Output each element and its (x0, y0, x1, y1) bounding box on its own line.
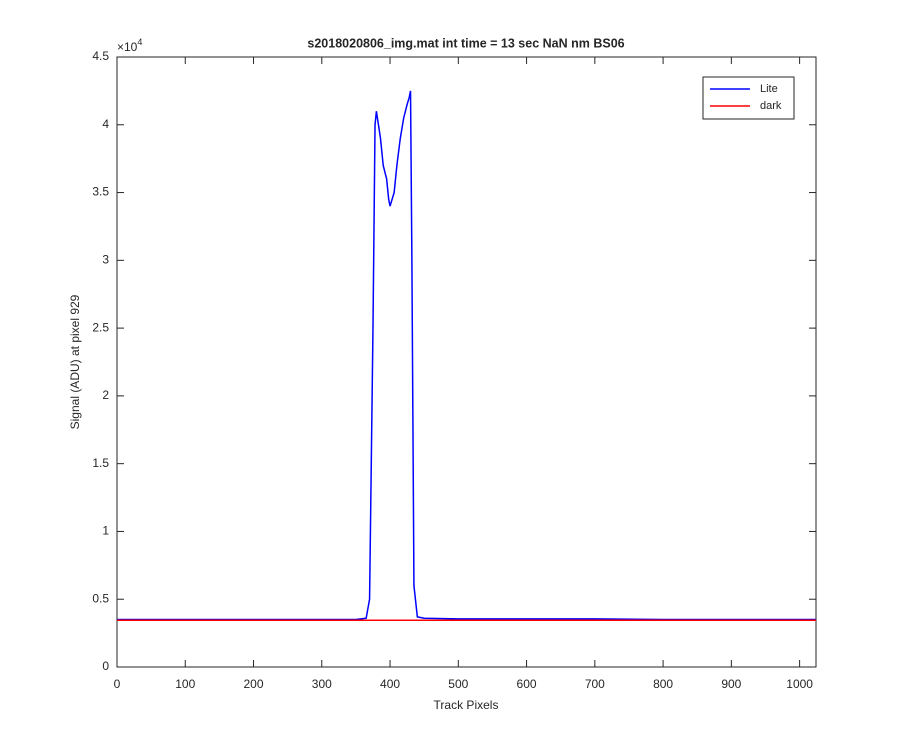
legend-label: Lite (760, 83, 778, 95)
y-tick-label: 2.5 (92, 320, 109, 334)
x-tick-label: 600 (517, 677, 537, 691)
y-tick-label: 3.5 (92, 185, 109, 199)
y-exponent-base: ×10 (117, 40, 138, 54)
x-tick-label: 400 (380, 677, 400, 691)
legend: Lite dark (702, 76, 795, 120)
chart-title: s2018020806_img.mat int time = 13 sec Na… (307, 36, 624, 50)
x-tick-label: 500 (448, 677, 468, 691)
y-tick-label: 0.5 (92, 591, 109, 605)
y-exponent: ×104 (117, 37, 142, 54)
y-tick-label: 1.5 (92, 456, 109, 470)
x-tick-label: 200 (244, 677, 264, 691)
x-tick-label: 0 (114, 677, 121, 691)
y-tick-label: 2 (102, 388, 109, 402)
x-tick-label: 300 (312, 677, 332, 691)
y-exponent-power: 4 (137, 37, 142, 47)
y-tick-label: 4.5 (92, 49, 109, 63)
x-axis-label: Track Pixels (434, 698, 499, 712)
x-tick-label: 100 (175, 677, 195, 691)
y-tick-label: 4 (102, 117, 109, 131)
x-tick-label: 800 (653, 677, 673, 691)
y-tick-label: 3 (102, 253, 109, 267)
x-tick-label: 700 (585, 677, 605, 691)
legend-label: dark (760, 100, 782, 112)
x-tick-label: 900 (721, 677, 741, 691)
y-axis-label: Signal (ADU) at pixel 929 (68, 294, 82, 429)
legend-box (702, 76, 795, 120)
y-tick-label: 1 (102, 524, 109, 538)
y-tick-label: 0 (102, 659, 109, 673)
plot-area (116, 56, 817, 668)
x-tick-label: 1000 (786, 677, 813, 691)
